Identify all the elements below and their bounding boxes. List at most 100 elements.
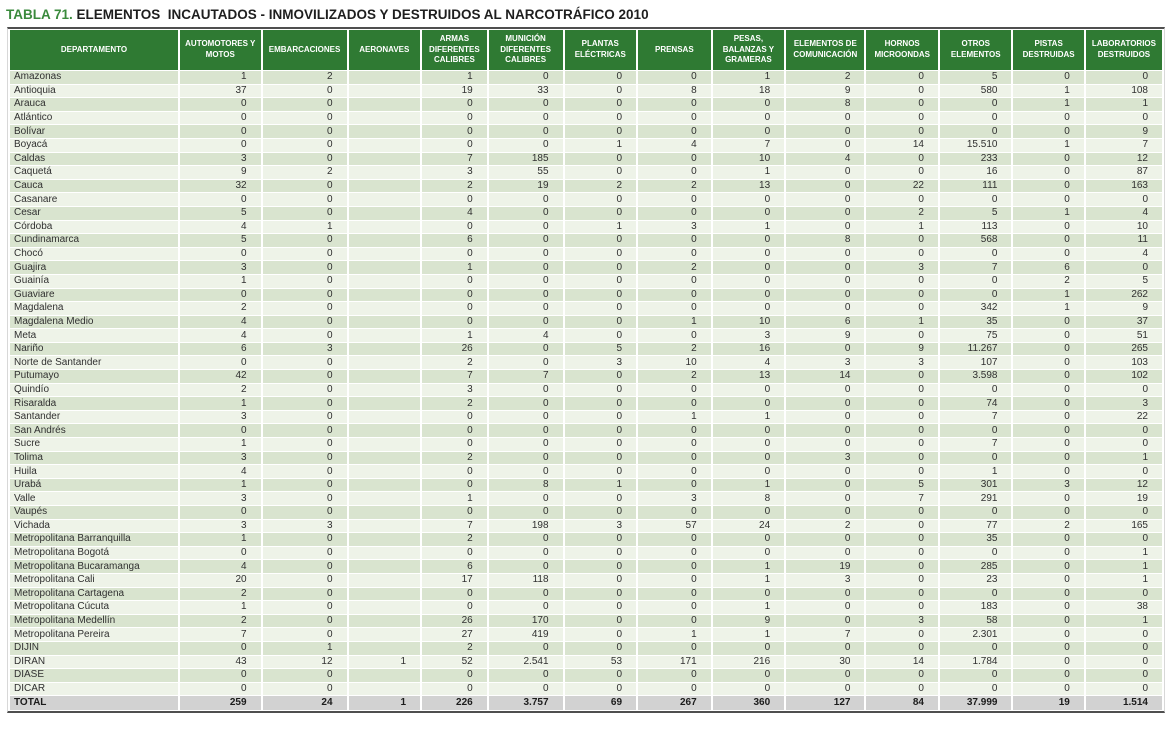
value-cell: 4 <box>179 315 261 329</box>
value-cell: 20 <box>179 573 261 587</box>
value-cell: 1 <box>1013 302 1084 315</box>
value-cell <box>348 234 421 247</box>
total-row: TOTAL 259 24 1 226 3.757 69 267 360 127 84 37.999 19… <box>10 696 1162 711</box>
value-cell: 0 <box>488 274 563 288</box>
value-cell: 0 <box>1013 152 1084 166</box>
value-cell <box>348 506 421 519</box>
value-cell: 1 <box>712 601 785 614</box>
value-cell: 0 <box>939 641 1012 655</box>
department-cell: Metropolitana Pereira <box>10 628 178 641</box>
value-cell: 0 <box>712 424 785 438</box>
table-row: Metropolitana Cartagena 2 0 0 0 0 0 0 0 0 0 0 0 <box>10 587 1162 601</box>
value-cell: 0 <box>939 682 1012 696</box>
value-cell: 3 <box>866 261 938 274</box>
value-cell: 0 <box>262 206 347 220</box>
value-cell: 2 <box>786 519 865 533</box>
value-cell: 0 <box>422 410 487 424</box>
department-cell: San Andrés <box>10 424 178 438</box>
value-cell: 0 <box>422 315 487 329</box>
value-cell: 0 <box>638 424 711 438</box>
value-cell: 0 <box>262 465 347 478</box>
column-header: PRENSAS <box>638 30 711 70</box>
value-cell: 0 <box>712 451 785 465</box>
value-cell: 0 <box>564 587 637 601</box>
value-cell <box>348 587 421 601</box>
value-cell: 5 <box>866 478 938 492</box>
value-cell <box>348 152 421 166</box>
value-cell: 4 <box>179 560 261 573</box>
value-cell: 1 <box>422 329 487 342</box>
value-cell: 7 <box>422 152 487 166</box>
value-cell: 0 <box>422 220 487 234</box>
value-cell: 0 <box>488 587 563 601</box>
value-cell: 23 <box>939 573 1012 587</box>
value-cell: 0 <box>564 601 637 614</box>
value-cell: 0 <box>262 424 347 438</box>
value-cell: 0 <box>1013 356 1084 370</box>
value-cell <box>348 315 421 329</box>
value-cell: 0 <box>866 397 938 410</box>
value-cell: 0 <box>786 465 865 478</box>
value-cell: 0 <box>866 370 938 383</box>
value-cell: 0 <box>564 206 637 220</box>
value-cell: 0 <box>1013 682 1084 696</box>
value-cell: 0 <box>1013 628 1084 641</box>
value-cell: 0 <box>262 533 347 546</box>
value-cell: 1 <box>564 220 637 234</box>
value-cell: 580 <box>939 84 1012 98</box>
value-cell: 0 <box>179 111 261 125</box>
value-cell: 0 <box>1013 71 1084 84</box>
department-cell: Nariño <box>10 342 178 356</box>
value-cell: 0 <box>712 125 785 138</box>
value-cell: 0 <box>1013 465 1084 478</box>
value-cell <box>348 397 421 410</box>
value-cell: 9 <box>786 84 865 98</box>
value-cell: 58 <box>939 614 1012 628</box>
value-cell: 0 <box>564 274 637 288</box>
value-cell: 0 <box>1085 641 1162 655</box>
value-cell <box>348 166 421 179</box>
value-cell: 0 <box>564 560 637 573</box>
table-row: Metropolitana Pereira 7 0 27 419 0 1 1 7 0 2.301 0 0 <box>10 628 1162 641</box>
value-cell: 0 <box>939 546 1012 560</box>
value-cell: 5 <box>179 234 261 247</box>
column-header: ELEMENTOS DE COMUNICACIÓN <box>786 30 865 70</box>
value-cell: 0 <box>488 492 563 505</box>
table-row: Santander 3 0 0 0 0 1 1 0 0 7 0 22 <box>10 410 1162 424</box>
value-cell: 0 <box>786 342 865 356</box>
total-label: TOTAL <box>10 696 178 711</box>
value-cell <box>348 288 421 302</box>
value-cell: 1 <box>348 655 421 669</box>
value-cell: 5 <box>1085 274 1162 288</box>
value-cell: 0 <box>179 546 261 560</box>
value-cell: 5 <box>939 71 1012 84</box>
value-cell: 10 <box>638 356 711 370</box>
value-cell: 7 <box>1085 138 1162 152</box>
table-row: DIJIN 0 1 2 0 0 0 0 0 0 0 0 0 <box>10 641 1162 655</box>
value-cell: 285 <box>939 560 1012 573</box>
value-cell: 0 <box>866 573 938 587</box>
value-cell: 0 <box>712 111 785 125</box>
value-cell: 0 <box>564 533 637 546</box>
column-header: MUNICIÓN DIFERENTES CALIBRES <box>488 30 563 70</box>
value-cell <box>348 560 421 573</box>
column-header: PISTAS DESTRUIDAS <box>1013 30 1084 70</box>
value-cell: 0 <box>939 247 1012 261</box>
value-cell: 0 <box>786 220 865 234</box>
table-row: Guajira 3 0 1 0 0 2 0 0 3 7 6 0 <box>10 261 1162 274</box>
value-cell: 1 <box>422 492 487 505</box>
value-cell: 0 <box>488 424 563 438</box>
value-cell: 0 <box>638 465 711 478</box>
value-cell: 0 <box>1085 424 1162 438</box>
value-cell: 0 <box>638 614 711 628</box>
value-cell: 1 <box>179 397 261 410</box>
value-cell: 0 <box>262 587 347 601</box>
value-cell: 0 <box>564 451 637 465</box>
value-cell: 7 <box>939 410 1012 424</box>
value-cell: 0 <box>866 329 938 342</box>
value-cell: 1 <box>1013 84 1084 98</box>
value-cell: 0 <box>1013 451 1084 465</box>
value-cell: 2 <box>422 533 487 546</box>
table-row: Vichada 3 3 7 198 3 57 24 2 0 77 2 165 <box>10 519 1162 533</box>
value-cell: 103 <box>1085 356 1162 370</box>
